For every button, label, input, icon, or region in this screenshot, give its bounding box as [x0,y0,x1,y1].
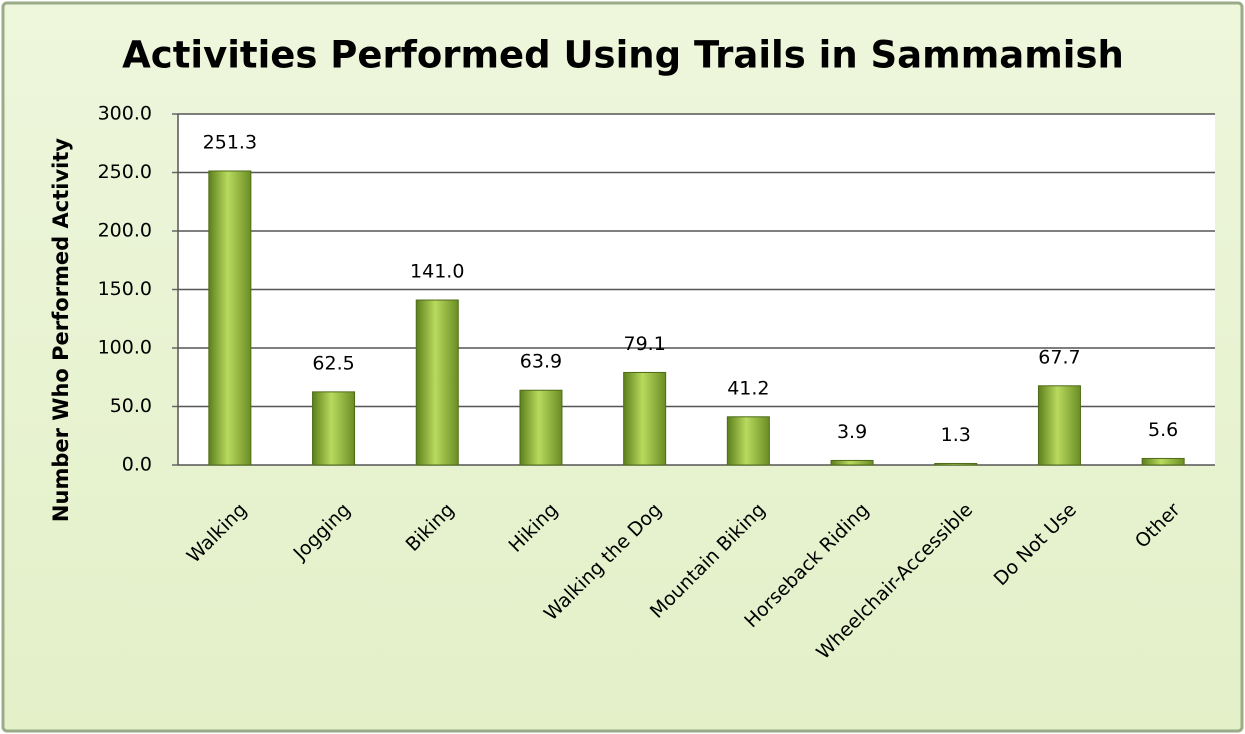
bar [830,459,874,466]
value-label: 67.7 [1038,346,1080,368]
y-tick-label: 100.0 [98,337,152,359]
value-label: 63.9 [520,351,562,373]
value-label: 79.1 [623,333,665,355]
value-label: 251.3 [203,131,257,153]
y-tick-label: 0.0 [122,454,152,476]
y-tick-label: 300.0 [98,103,152,125]
value-label: 3.9 [837,421,867,443]
bar [415,299,459,466]
bar [312,391,356,466]
bar [726,416,770,466]
value-label: 5.6 [1148,419,1178,441]
y-tick-label: 250.0 [98,161,152,183]
value-label: 141.0 [410,261,464,283]
value-label: 62.5 [312,352,354,374]
y-tick-label: 50.0 [110,395,152,417]
value-label: 41.2 [727,377,769,399]
bar [934,462,978,466]
bar [1141,457,1185,466]
y-tick-label: 200.0 [98,220,152,242]
bar [208,170,252,466]
y-tick-label: 150.0 [98,278,152,300]
bar [519,389,563,466]
value-label: 1.3 [941,424,971,446]
y-axis-title: Number Who Performed Activity [49,138,73,522]
bar [623,371,667,466]
chart-title: Activities Performed Using Trails in Sam… [122,34,1124,77]
bar [1037,385,1081,466]
